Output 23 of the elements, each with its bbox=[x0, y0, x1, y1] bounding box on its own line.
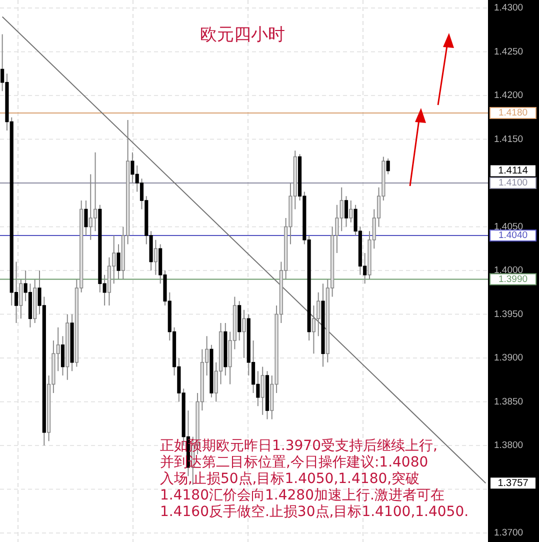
ref-line-label: 1.3990 bbox=[498, 274, 528, 285]
y-tick-label: 1.3900 bbox=[494, 352, 524, 364]
text: 1.4114 bbox=[498, 165, 528, 176]
y-tick-label: 1.4250 bbox=[494, 46, 524, 58]
text: 欧元四小时 bbox=[200, 25, 285, 45]
annotation: 1.4180汇价会向1.4280加速上行.激进者可在 bbox=[160, 488, 444, 504]
annotation: 1.4160反手做空.止损30点,目标1.4100,1.4050. bbox=[160, 504, 469, 520]
y-tick-label: 1.3800 bbox=[494, 440, 524, 452]
ref-line-label: 1.4180 bbox=[498, 108, 528, 119]
ref-line-label: 1.4040 bbox=[498, 230, 528, 242]
y-tick-label: 1.3850 bbox=[494, 396, 524, 408]
y-tick-label: 1.4050 bbox=[494, 221, 524, 232]
y-tick-label: 1.4150 bbox=[494, 134, 524, 145]
y-tick-label: 1.4200 bbox=[494, 90, 524, 102]
candlestick bbox=[349, 200, 353, 223]
y-tick-label: 1.3700 bbox=[494, 528, 524, 539]
y-tick-label: 1.4300 bbox=[494, 2, 524, 14]
y-tick-label: 1.4000 bbox=[494, 265, 524, 276]
y-tick-label: 1.3950 bbox=[494, 308, 524, 320]
text: 1.3757 bbox=[498, 478, 529, 489]
candlestick bbox=[344, 196, 348, 228]
ref-line-label: 1.4100 bbox=[498, 178, 528, 189]
annotation: 入场,止损50点,目标1.4050,1.4180,突破 bbox=[160, 471, 420, 487]
